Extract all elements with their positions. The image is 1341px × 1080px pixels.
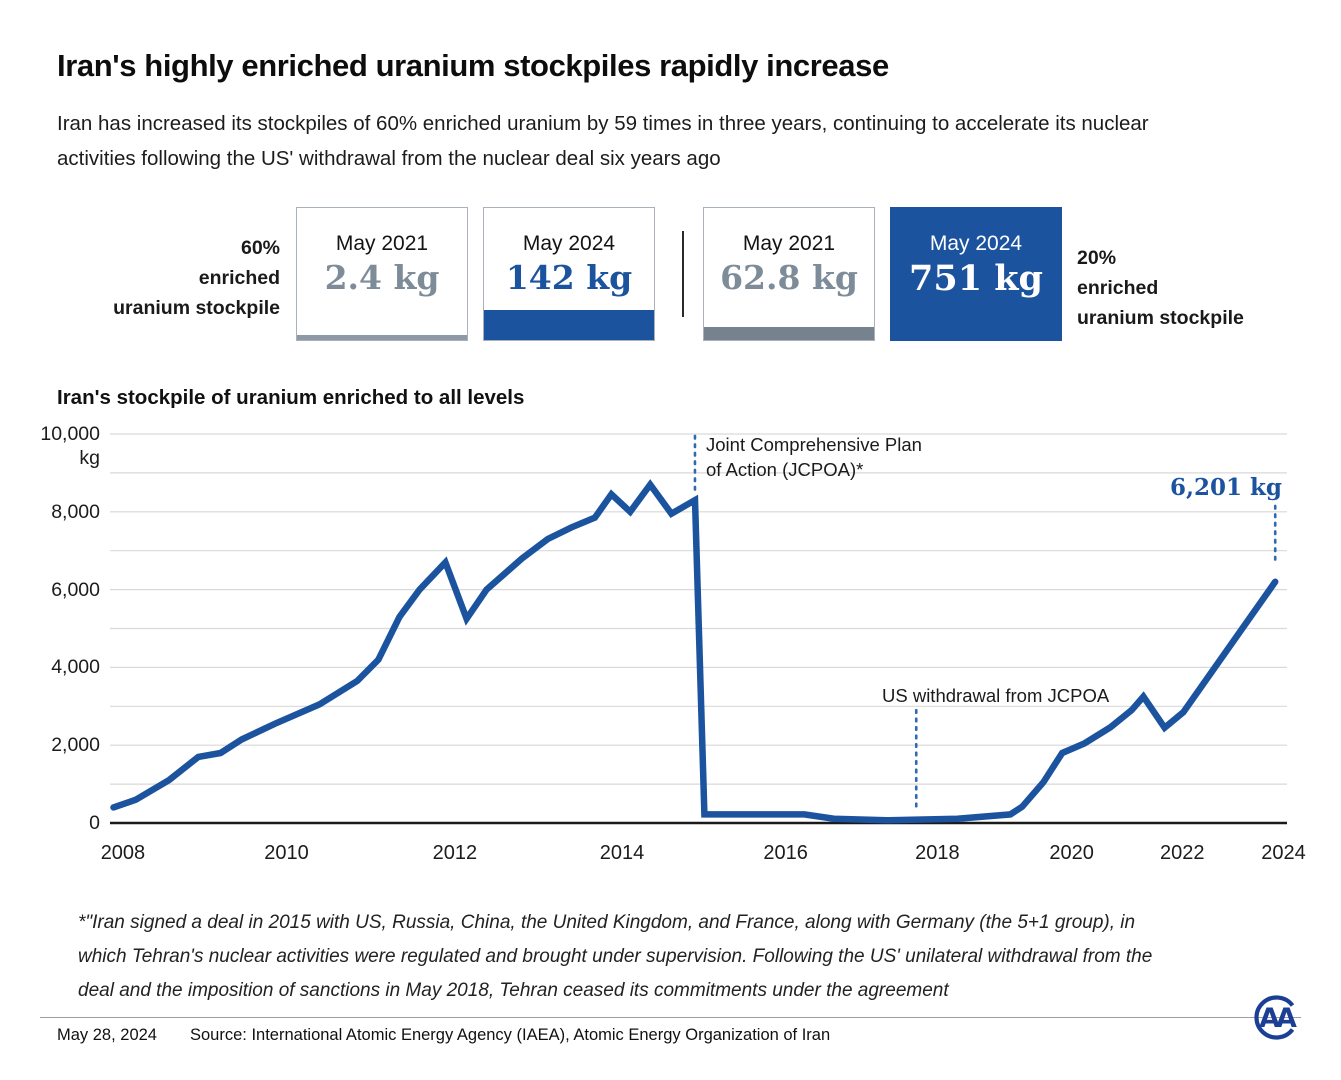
stat-value: 2.4 kg (324, 258, 440, 297)
x-tick-label: 2022 (1159, 842, 1205, 864)
stat-box-60pct-2021: May 2021 2.4 kg (296, 207, 468, 341)
line-chart (110, 433, 1287, 825)
y-tick-label: 0 (89, 812, 100, 834)
annotation-jcpoa: Joint Comprehensive Plan of Action (JCPO… (706, 434, 922, 480)
y-tick-label: 2,000 (51, 734, 100, 757)
chart-title: Iran's stockpile of uranium enriched to … (57, 386, 525, 409)
footer-date: May 28, 2024 (57, 1026, 157, 1044)
stat-fill-bar (297, 335, 467, 340)
stat-value: 751 kg (909, 258, 1043, 299)
divider (682, 231, 684, 317)
stat-box-60pct-2024: May 2024 142 kg (483, 207, 655, 341)
y-axis-labels: 10,000 kg 8,000 6,000 4,000 2,000 0 (28, 423, 100, 834)
x-tick-label: 2010 (264, 842, 309, 864)
x-tick-label: 2008 (100, 842, 146, 864)
page-subtitle: Iran has increased its stockpiles of 60%… (57, 112, 1149, 170)
y-tick-label: 6,000 (51, 578, 100, 601)
x-tick-label: 2020 (1049, 842, 1094, 864)
stat-period: May 2024 (929, 232, 1023, 255)
x-tick-label: 2018 (915, 842, 960, 864)
stat-fill-bar (704, 327, 874, 340)
stat-period: May 2021 (742, 232, 836, 255)
x-tick-label: 2024 (1261, 842, 1306, 864)
annotation-latest-value: 6,201 kg (1169, 474, 1282, 501)
annotation-us-withdrawal: US withdrawal from JCPOA (882, 685, 1110, 706)
y-tick-label: 4,000 (51, 656, 100, 679)
footnote: *"Iran signed a deal in 2015 with US, Ru… (78, 912, 1153, 1001)
stat-period: May 2021 (335, 232, 429, 255)
x-axis-labels: 2008 2010 2012 2014 2016 2018 2020 2022 2024 (101, 842, 1306, 868)
y-axis-unit-label: kg (79, 447, 100, 469)
label-20pct-stockpile: 20% enriched uranium stockpile (1077, 247, 1244, 329)
x-tick-label: 2016 (763, 842, 808, 864)
stat-value: 142 kg (505, 258, 633, 297)
y-tick-label: 10,000 (40, 423, 100, 445)
stat-box-20pct-2024: May 2024 751 kg (890, 207, 1062, 341)
x-tick-label: 2014 (599, 842, 645, 864)
label-60pct-stockpile: 60% enriched uranium stockpile (113, 237, 280, 319)
y-tick-label: 8,000 (51, 500, 100, 523)
stat-period: May 2024 (522, 232, 616, 255)
page-title: Iran's highly enriched uranium stockpile… (57, 48, 889, 83)
svg-text:AA: AA (1259, 1003, 1297, 1034)
footer-divider (40, 1017, 1301, 1018)
stat-box-20pct-2021: May 2021 62.8 kg (703, 207, 875, 341)
anadolu-agency-logo: AA (1254, 995, 1301, 1040)
x-tick-label: 2012 (432, 842, 478, 864)
stat-value: 62.8 kg (720, 258, 858, 297)
stockpile-line-series (110, 479, 1279, 824)
stat-fill-bar (484, 310, 654, 340)
footer-source: Source: International Atomic Energy Agen… (190, 1026, 831, 1044)
